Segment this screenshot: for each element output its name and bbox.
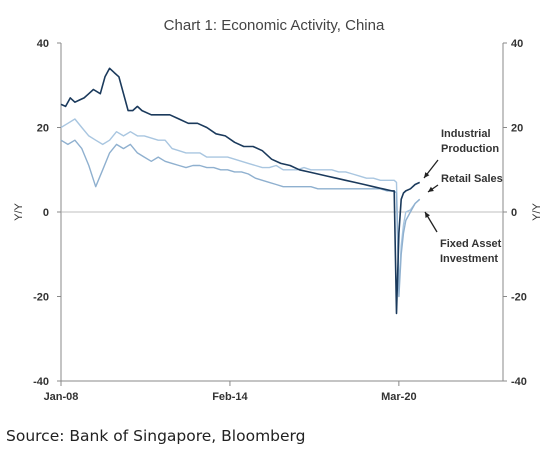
y-tick-label-right: 0	[511, 207, 517, 219]
y-tick-label-right: 20	[511, 123, 523, 135]
annotation-retail-sales: Retail Sales	[441, 173, 503, 185]
source-note: Source: Bank of Singapore, Bloomberg	[6, 427, 306, 445]
series-lines	[60, 67, 421, 315]
y-axis-label-right: Y/Y	[531, 202, 543, 220]
y-tick-label-right: 40	[511, 38, 523, 50]
y-tick-label-right: -20	[511, 292, 527, 304]
x-tick-label: Mar-20	[381, 391, 416, 403]
annotation-arrowhead-fixed-asset-investment	[425, 212, 430, 218]
series-line-retail-sales	[60, 118, 421, 289]
chart-title: Chart 1: Economic Activity, China	[164, 17, 385, 34]
economic-activity-chart: Chart 1: Economic Activity, China Y/Y Y/…	[13, 17, 543, 403]
y-tick-label-right: -40	[511, 376, 527, 388]
annotation-arrowhead-retail-sales	[428, 186, 434, 192]
y-tick-label-left: 20	[37, 123, 49, 135]
y-tick-label-left: 40	[37, 38, 49, 50]
y-axis-label-left: Y/Y	[13, 202, 25, 220]
x-tick-label: Jan-08	[44, 391, 79, 403]
annotation-fixed-asset-investment: Investment	[440, 253, 498, 265]
x-tick-label: Feb-14	[212, 391, 248, 403]
annotation-arrowhead-industrial-production	[424, 172, 430, 178]
y-tick-label-left: -40	[33, 376, 49, 388]
annotation-industrial-production: Production	[441, 143, 499, 155]
annotations: Industrial Production Retail Sales Fixed As…	[423, 128, 503, 265]
annotation-fixed-asset-investment: Fixed Asset	[440, 238, 502, 250]
annotation-industrial-production: Industrial	[441, 128, 491, 140]
axes: 40 20 0 -20 -40 40 20 0 -20 -40 Jan-08 Feb-14 Mar-20	[33, 38, 527, 403]
series-line-industrial-production	[60, 67, 421, 315]
y-tick-label-left: -20	[33, 292, 49, 304]
y-tick-label-left: 0	[43, 207, 49, 219]
series-line-fixed-asset-investment	[60, 139, 421, 298]
